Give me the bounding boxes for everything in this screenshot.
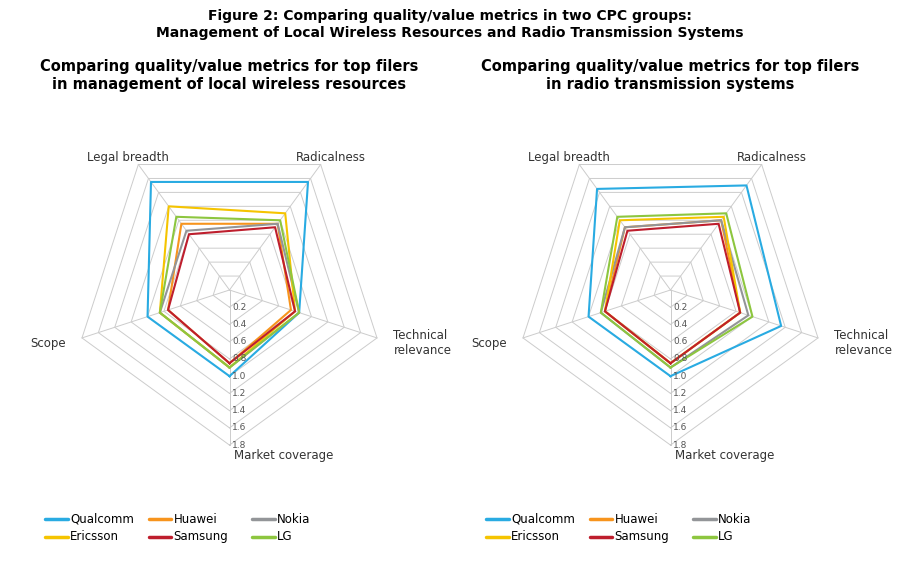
- Text: 0.6: 0.6: [673, 337, 688, 346]
- Text: Nokia: Nokia: [718, 513, 752, 525]
- Text: 0.2: 0.2: [673, 303, 688, 311]
- Text: 1.8: 1.8: [232, 441, 247, 450]
- Text: LG: LG: [718, 530, 734, 543]
- Text: 1.8: 1.8: [673, 441, 688, 450]
- Text: Samsung: Samsung: [615, 530, 670, 543]
- Text: LG: LG: [277, 530, 292, 543]
- Text: 0.6: 0.6: [232, 337, 247, 346]
- Text: 1.0: 1.0: [232, 372, 247, 380]
- Text: 0.8: 0.8: [232, 354, 247, 364]
- Polygon shape: [213, 276, 246, 307]
- Text: Legal breadth: Legal breadth: [87, 151, 169, 164]
- Text: Scope: Scope: [30, 337, 66, 350]
- Text: Qualcomm: Qualcomm: [511, 513, 575, 525]
- Text: Comparing quality/value metrics for top filers
in radio transmission systems: Comparing quality/value metrics for top …: [482, 59, 860, 92]
- Text: Ericsson: Ericsson: [511, 530, 560, 543]
- Text: 0.4: 0.4: [673, 320, 688, 329]
- Text: Qualcomm: Qualcomm: [70, 513, 134, 525]
- Text: Market coverage: Market coverage: [675, 450, 774, 462]
- Polygon shape: [180, 248, 279, 342]
- Text: 0.4: 0.4: [232, 320, 247, 329]
- Text: 1.0: 1.0: [673, 372, 688, 380]
- Polygon shape: [621, 248, 720, 342]
- Polygon shape: [164, 234, 295, 359]
- Text: Figure 2: Comparing quality/value metrics in two CPC groups:: Figure 2: Comparing quality/value metric…: [208, 9, 692, 23]
- Text: 0.2: 0.2: [232, 303, 247, 311]
- Polygon shape: [197, 262, 262, 324]
- Text: Radicalness: Radicalness: [296, 151, 365, 164]
- Text: Technical
relevance: Technical relevance: [834, 329, 893, 357]
- Text: Huawei: Huawei: [615, 513, 659, 525]
- Text: Management of Local Wireless Resources and Radio Transmission Systems: Management of Local Wireless Resources a…: [157, 26, 743, 40]
- Text: Legal breadth: Legal breadth: [528, 151, 610, 164]
- Text: 1.4: 1.4: [232, 406, 247, 415]
- Polygon shape: [638, 262, 703, 324]
- Text: Samsung: Samsung: [174, 530, 229, 543]
- Polygon shape: [131, 206, 328, 393]
- Text: Radicalness: Radicalness: [737, 151, 806, 164]
- Text: Market coverage: Market coverage: [234, 450, 333, 462]
- Text: 0.8: 0.8: [673, 354, 688, 364]
- Polygon shape: [98, 179, 361, 428]
- Text: 1.6: 1.6: [232, 423, 247, 432]
- Text: Comparing quality/value metrics for top filers
in management of local wireless r: Comparing quality/value metrics for top …: [40, 59, 419, 92]
- Polygon shape: [82, 165, 377, 445]
- Text: Technical
relevance: Technical relevance: [393, 329, 452, 357]
- Polygon shape: [115, 193, 344, 411]
- Text: 1.2: 1.2: [673, 389, 688, 398]
- Text: Scope: Scope: [471, 337, 507, 350]
- Text: Nokia: Nokia: [277, 513, 310, 525]
- Text: 1.4: 1.4: [673, 406, 688, 415]
- Text: 1.2: 1.2: [232, 389, 247, 398]
- Text: 1.6: 1.6: [673, 423, 688, 432]
- Polygon shape: [148, 220, 311, 376]
- Polygon shape: [539, 179, 802, 428]
- Polygon shape: [605, 234, 736, 359]
- Polygon shape: [556, 193, 785, 411]
- Polygon shape: [589, 220, 752, 376]
- Polygon shape: [572, 206, 769, 393]
- Text: Ericsson: Ericsson: [70, 530, 119, 543]
- Text: Huawei: Huawei: [174, 513, 218, 525]
- Polygon shape: [654, 276, 687, 307]
- Polygon shape: [523, 165, 818, 445]
